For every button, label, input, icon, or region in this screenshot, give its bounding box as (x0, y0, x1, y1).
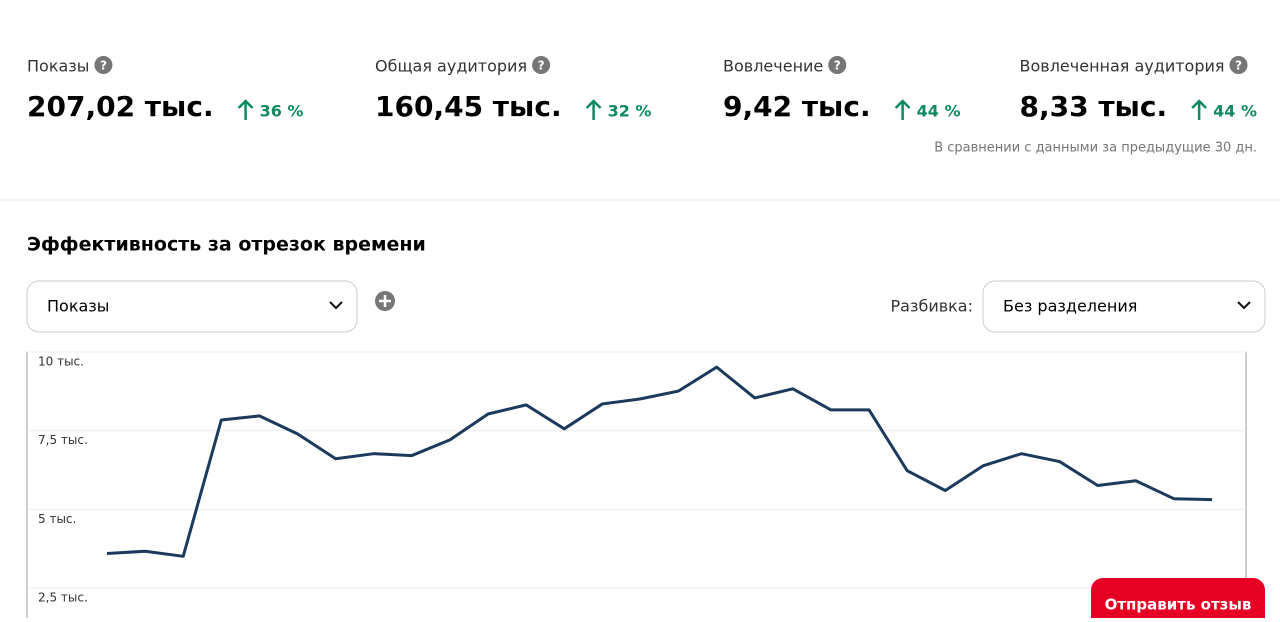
metric: Общая аудитория 160,45 тыс.? 32 % (375, 56, 651, 123)
plus-icon (379, 295, 391, 307)
y-tick-label: 7,5 тыс. (38, 433, 88, 447)
chevron (329, 301, 343, 310)
breakdown-label: Разбивка: (890, 297, 973, 316)
y-tick-label: 2,5 тыс. (38, 591, 88, 605)
metric-select[interactable] (26, 280, 358, 333)
metric-value: 9,42 тыс. (723, 90, 871, 123)
metric: Вовлечение 9,42 тыс.? 44 % (723, 56, 961, 123)
breakdown-select-text: Без разделения (1003, 297, 1137, 316)
metric-change: 44 % (1213, 102, 1257, 121)
metric-value: 207,02 тыс. (27, 90, 214, 123)
metric-label: Вовлечение (723, 57, 823, 76)
help-icon-mark: ? (100, 59, 107, 73)
feedback-button-text: Отправить отзыв (1105, 596, 1252, 614)
chevron (1237, 301, 1251, 310)
up-arrow (894, 99, 911, 120)
line-series (106, 365, 1213, 558)
help-icon (532, 56, 551, 74)
help-icon (1229, 56, 1248, 74)
metric: Показы 207,02 тыс.? 36 % (27, 56, 303, 123)
help-icon (94, 56, 113, 74)
metric-value: 8,33 тыс. (1020, 90, 1168, 123)
help-icon-mark: ? (538, 59, 545, 73)
metric-select-text: Показы (47, 297, 109, 316)
metric-label: Вовлеченная аудитория (1020, 57, 1225, 76)
feedback-button[interactable] (1091, 578, 1265, 622)
comparison-note: В сравнении с данными за предыдущие 30 д… (934, 141, 1257, 156)
up-arrow (237, 99, 254, 120)
metric-label: Общая аудитория (375, 57, 527, 76)
help-icon-mark: ? (834, 59, 841, 73)
metric-change: 44 % (917, 102, 961, 121)
breakdown-select[interactable] (982, 280, 1266, 333)
y-tick-label: 5 тыс. (38, 512, 76, 526)
help-icon-mark: ? (1235, 59, 1242, 73)
help-icon (828, 56, 847, 74)
up-arrow (585, 99, 602, 120)
metric-change: 36 % (260, 102, 304, 121)
up-arrow (1191, 99, 1208, 120)
metric-label: Показы (27, 57, 89, 76)
metric: Вовлеченная аудитория 8,33 тыс.? 44 % (1020, 56, 1257, 123)
metric-change: 32 % (608, 102, 652, 121)
y-tick-label: 10 тыс. (38, 355, 84, 369)
section-title: Эффективность за отрезок времени (27, 234, 426, 256)
plot: 2,5 тыс. 5 тыс. 7,5 тыс. 10 тыс. (27, 351, 1246, 605)
metric-value: 160,45 тыс. (375, 90, 562, 123)
